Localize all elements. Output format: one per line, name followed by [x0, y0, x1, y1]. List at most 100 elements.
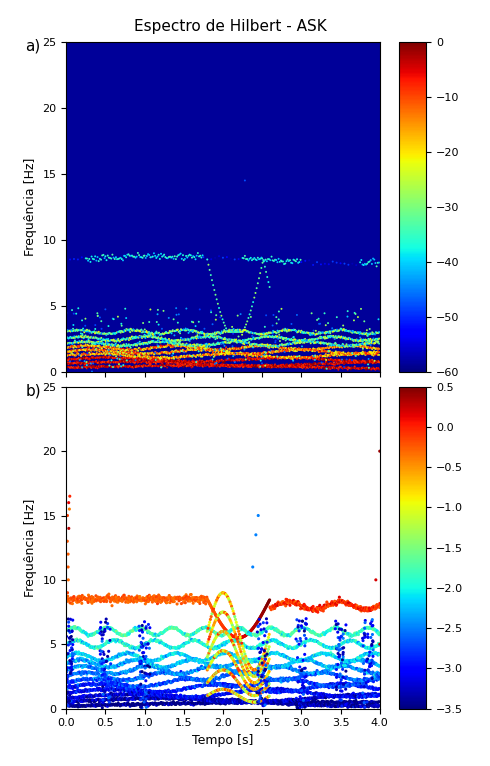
- Point: [196, 637, 204, 649]
- Point: [224, 696, 232, 708]
- Point: [260, 663, 268, 675]
- Point: [311, 649, 319, 661]
- Point: [193, 626, 200, 638]
- Point: [72, 357, 79, 369]
- Point: [149, 354, 157, 366]
- Point: [314, 604, 322, 616]
- Point: [158, 692, 166, 705]
- Point: [218, 630, 225, 643]
- Point: [166, 691, 174, 703]
- Point: [231, 697, 239, 709]
- Point: [309, 696, 317, 708]
- Point: [249, 683, 257, 695]
- Point: [87, 357, 95, 369]
- Point: [282, 342, 290, 354]
- Point: [376, 445, 384, 457]
- Point: [109, 672, 117, 684]
- Point: [89, 332, 97, 344]
- Point: [99, 359, 107, 372]
- Point: [194, 635, 202, 647]
- Point: [65, 686, 73, 699]
- Point: [186, 324, 194, 336]
- Point: [176, 352, 184, 364]
- Point: [171, 360, 178, 372]
- Point: [359, 623, 367, 635]
- Point: [252, 361, 260, 373]
- Point: [162, 639, 170, 651]
- Point: [112, 680, 120, 692]
- Point: [72, 691, 79, 703]
- Point: [147, 686, 155, 698]
- Point: [149, 692, 157, 704]
- Point: [223, 345, 231, 358]
- Point: [230, 696, 238, 709]
- Point: [127, 699, 135, 711]
- Point: [226, 628, 234, 640]
- Point: [170, 659, 178, 671]
- Point: [342, 676, 350, 689]
- Point: [170, 354, 178, 366]
- Point: [289, 672, 297, 684]
- Point: [270, 661, 278, 673]
- Point: [241, 358, 249, 370]
- Point: [309, 677, 317, 689]
- Point: [187, 340, 195, 352]
- Point: [164, 690, 171, 702]
- Point: [269, 684, 276, 696]
- Point: [66, 679, 74, 691]
- Point: [213, 640, 221, 653]
- Point: [215, 688, 222, 700]
- Point: [122, 333, 130, 345]
- Point: [133, 641, 141, 653]
- Point: [183, 690, 191, 702]
- Point: [289, 626, 297, 638]
- Point: [286, 641, 294, 653]
- Point: [69, 655, 76, 667]
- Point: [316, 658, 324, 670]
- Point: [147, 592, 155, 604]
- Point: [70, 325, 77, 337]
- Point: [366, 660, 374, 673]
- Point: [116, 360, 123, 372]
- Point: [141, 653, 149, 665]
- Point: [180, 334, 188, 346]
- Point: [209, 678, 217, 690]
- Point: [340, 355, 348, 368]
- Point: [65, 342, 73, 354]
- Point: [331, 650, 339, 663]
- Point: [319, 666, 327, 679]
- Point: [103, 336, 111, 348]
- Point: [111, 651, 119, 663]
- Point: [123, 679, 131, 692]
- Point: [153, 316, 161, 328]
- Point: [237, 695, 245, 707]
- Point: [308, 603, 316, 615]
- Point: [302, 344, 310, 356]
- Point: [188, 666, 196, 679]
- Point: [184, 358, 192, 370]
- Point: [188, 692, 196, 705]
- Point: [185, 673, 193, 685]
- Point: [294, 335, 301, 347]
- Point: [211, 676, 219, 689]
- Point: [255, 655, 263, 667]
- Point: [129, 647, 137, 660]
- Point: [329, 699, 337, 711]
- Point: [248, 254, 256, 267]
- Point: [184, 637, 192, 649]
- Point: [340, 339, 347, 351]
- Point: [98, 666, 106, 679]
- Point: [284, 675, 292, 687]
- Point: [270, 622, 278, 634]
- Point: [223, 679, 231, 691]
- Point: [153, 355, 161, 368]
- Point: [342, 619, 350, 631]
- Point: [102, 591, 110, 603]
- Point: [139, 686, 147, 699]
- Point: [203, 689, 211, 702]
- Point: [341, 660, 348, 673]
- Point: [132, 338, 140, 350]
- Point: [361, 604, 368, 617]
- Point: [360, 346, 368, 358]
- Point: [340, 358, 348, 370]
